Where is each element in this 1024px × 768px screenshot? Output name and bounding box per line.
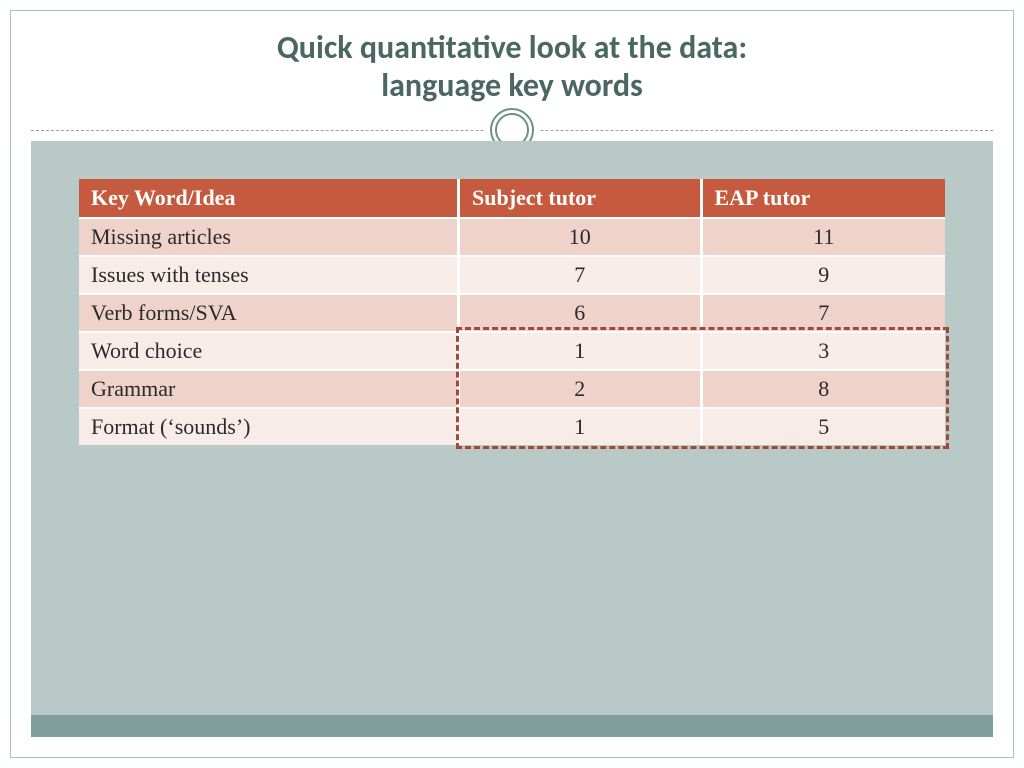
cell-subject: 10: [460, 217, 702, 255]
title-line-2: language key words: [381, 66, 643, 105]
cell-subject: 6: [460, 293, 702, 331]
body-area: Key Word/Idea Subject tutor EAP tutor Mi…: [31, 141, 993, 737]
cell-keyword: Verb forms/SVA: [79, 293, 460, 331]
cell-keyword: Grammar: [79, 369, 460, 407]
table-header-row: Key Word/Idea Subject tutor EAP tutor: [79, 179, 945, 217]
cell-eap: 8: [703, 369, 946, 407]
bottom-accent-bar: [31, 715, 993, 737]
cell-eap: 3: [703, 331, 946, 369]
slide-frame: Quick quantitative look at the data: lan…: [10, 10, 1014, 758]
cell-subject: 1: [460, 331, 702, 369]
table-row: Missing articles 10 11: [79, 217, 945, 255]
cell-keyword: Format (‘sounds’): [79, 407, 460, 445]
cell-subject: 7: [460, 255, 702, 293]
cell-eap: 11: [703, 217, 946, 255]
keywords-table: Key Word/Idea Subject tutor EAP tutor Mi…: [79, 179, 945, 445]
table-row: Grammar 2 8: [79, 369, 945, 407]
table-row: Verb forms/SVA 6 7: [79, 293, 945, 331]
header-keyword: Key Word/Idea: [79, 179, 460, 217]
table-row: Issues with tenses 7 9: [79, 255, 945, 293]
cell-eap: 9: [703, 255, 946, 293]
cell-subject: 1: [460, 407, 702, 445]
table-row: Format (‘sounds’) 1 5: [79, 407, 945, 445]
cell-keyword: Word choice: [79, 331, 460, 369]
table-row: Word choice 1 3: [79, 331, 945, 369]
cell-eap: 5: [703, 407, 946, 445]
header-subject-tutor: Subject tutor: [460, 179, 702, 217]
table-body: Missing articles 10 11 Issues with tense…: [79, 217, 945, 445]
cell-subject: 2: [460, 369, 702, 407]
cell-keyword: Issues with tenses: [79, 255, 460, 293]
header-eap-tutor: EAP tutor: [703, 179, 946, 217]
cell-keyword: Missing articles: [79, 217, 460, 255]
table-container: Key Word/Idea Subject tutor EAP tutor Mi…: [79, 179, 945, 445]
slide-title: Quick quantitative look at the data: lan…: [51, 29, 973, 106]
title-line-1: Quick quantitative look at the data:: [277, 28, 747, 67]
cell-eap: 7: [703, 293, 946, 331]
